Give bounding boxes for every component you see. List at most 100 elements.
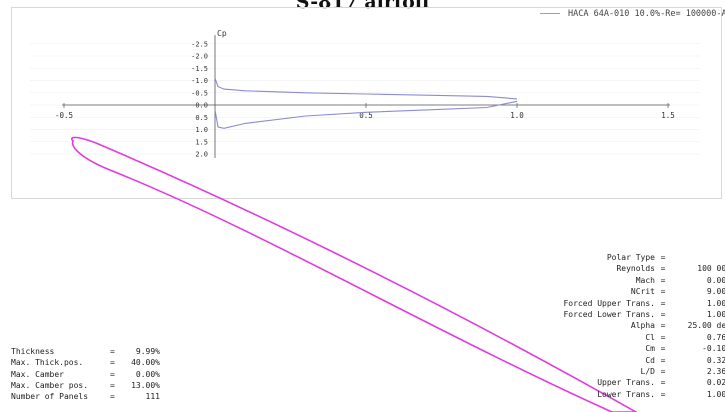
polar-param-row-value: 0.000 (706, 275, 725, 285)
airfoil-param-row: Thickness = 9.99% (11, 346, 160, 357)
airfoil-param-row-label: Number of Panels (11, 392, 89, 402)
polar-param-row-value: 0.324 (706, 355, 725, 365)
polar-param-row-label: L/D (640, 367, 655, 377)
polar-param-row-label: NCrit (630, 287, 655, 297)
airfoil-param-row-value: 111 (145, 392, 160, 402)
x-ticks: -0.5 0.5 1.0 1.5 (55, 103, 675, 120)
page-title: S-817 airfoil (295, 0, 430, 13)
polar-param-row: Reynolds = 100 000 (545, 263, 725, 274)
y-tick-label: -2.0 (191, 53, 208, 61)
y-tick-label: 1.0 (195, 126, 208, 134)
polar-param-row-label: Alpha (630, 321, 655, 331)
polar-param-row: Cd = 0.324 (545, 355, 725, 366)
airfoil-param-row-value: 13.00% (131, 380, 160, 390)
equals-sign: = (660, 355, 666, 365)
polar-param-row-value: 1 (671, 252, 725, 263)
airfoil-param-row-label: Thickness (11, 347, 55, 356)
polar-param-row: Mach = 0.000 (545, 275, 725, 286)
x-tick-label: -0.5 (55, 111, 73, 120)
equals-sign: = (660, 367, 666, 377)
polar-param-row: L/D = 2.362 (545, 366, 725, 377)
equals-sign: = (110, 392, 115, 402)
airfoil-param-row-label: Max. Thick.pos. (11, 358, 84, 368)
airfoil-param-row-value: 9.99% (135, 347, 160, 356)
equals-sign: = (660, 321, 666, 331)
polar-param-row-label: Forced Upper Trans. (563, 298, 655, 308)
polar-param-row-value: 9.000 (706, 287, 725, 297)
y-tick-label: 0.5 (195, 114, 208, 122)
polar-param-row-label: Cl (645, 332, 655, 342)
airfoil-shape (71, 136, 638, 412)
y-tick-label: -1.5 (191, 65, 208, 73)
equals-sign: = (110, 358, 115, 368)
x-tick-label: 1.0 (510, 111, 524, 120)
cp-plot-frame[interactable] (11, 7, 722, 199)
airfoil-param-row-value: 40.00% (131, 358, 160, 368)
equals-sign: = (660, 275, 666, 285)
airfoil-params: Thickness = 9.99% Max. Thick.pos. = 40.00% Max… (11, 346, 160, 402)
polar-param-row-label: Cm (645, 344, 655, 354)
cp-lower-series-line (214, 100, 518, 129)
legend-line-swatch (540, 13, 560, 14)
grid (30, 43, 700, 155)
equals-sign: = (660, 253, 666, 262)
polar-param-row: Polar Type = 1 (545, 252, 725, 263)
equals-sign: = (110, 369, 115, 379)
equals-sign: = (110, 380, 115, 390)
equals-sign: = (660, 287, 666, 297)
polar-param-row-value: 25.00 deg (687, 321, 725, 331)
polar-param-row-label: Polar Type (606, 253, 655, 262)
airfoil-param-row: Max. Camber = 0.00% (11, 369, 160, 380)
polar-param-row: Alpha = 25.00 deg (545, 320, 725, 331)
polar-param-row-label: Upper Trans. (597, 378, 655, 388)
polar-param-row: NCrit = 9.000 (545, 286, 725, 297)
equals-sign: = (660, 378, 666, 388)
equals-sign: = (660, 310, 666, 320)
polar-params: Polar Type=1Reynolds=100 000Mach=0.000NC… (545, 252, 725, 400)
equals-sign: = (660, 264, 666, 274)
polar-param-row-value: 2.362 (706, 367, 725, 377)
airfoil-param-row-value: 0.00% (135, 369, 160, 379)
y-ticks: -2.5 -2.0 -1.5 -1.0 -0.5 0.0 0.5 1.0 1.5 2.0 (191, 40, 208, 158)
airfoil-param-row: Max. Camber pos. = 13.00% (11, 380, 160, 391)
polar-param-row-value: 0.027 (706, 378, 725, 388)
equals-sign: = (660, 344, 666, 354)
equals-sign: = (660, 389, 666, 399)
x-tick-label: 1.5 (661, 111, 675, 120)
polar-param-row-value: -0.104 (702, 344, 725, 354)
polar-param-row-value: 1.000 (706, 310, 725, 320)
polar-param-row-value: 100 000 (697, 264, 725, 274)
polar-param-row-value: 0.764 (706, 332, 725, 342)
cp-series (214, 77, 518, 129)
polar-param-row: Forced Upper Trans. = 1.000 (545, 298, 725, 309)
y-tick-label: -2.5 (191, 40, 208, 48)
polar-param-row-label: Mach (635, 275, 655, 285)
equals-sign: = (660, 332, 666, 342)
airfoil-param-row-label: Max. Camber (11, 369, 64, 379)
airfoil-param-row: Max. Thick.pos. = 40.00% (11, 357, 160, 368)
polar-param-row: Forced Lower Trans. = 1.000 (545, 309, 725, 320)
equals-sign: = (660, 298, 666, 308)
airfoil-param-row: Number of Panels = 111 (11, 391, 160, 402)
y-tick-label: -1.0 (191, 77, 208, 85)
polar-param-row: Lower Trans. = 1.000 (545, 389, 725, 400)
polar-param-row: Upper Trans. = 0.027 (545, 377, 725, 388)
polar-param-row-value: 1.000 (706, 298, 725, 308)
polar-param-row-value: 1.000 (706, 389, 725, 399)
legend: HACA 64A-010 10.0%-Re= 100000-Alpha (540, 9, 725, 23)
cp-axis-label: Cp (217, 29, 227, 38)
equals-sign: = (110, 347, 115, 356)
polar-param-row-label: Reynolds (616, 264, 655, 274)
y-tick-label: 1.5 (195, 138, 208, 146)
polar-param-row: Cl = 0.764 (545, 332, 725, 343)
legend-label: HACA 64A-010 10.0%-Re= 100000-Alpha (568, 9, 725, 19)
x-tick-label: 0.5 (359, 111, 373, 120)
polar-param-row-label: Forced Lower Trans. (563, 310, 655, 320)
polar-param-row: Cm = -0.104 (545, 343, 725, 354)
y-tick-label: -0.5 (191, 89, 208, 97)
y-tick-label: 2.0 (195, 151, 208, 159)
polar-param-row-label: Cd (645, 355, 655, 365)
cp-upper-series-line (214, 77, 518, 100)
polar-param-row-label: Lower Trans. (597, 389, 655, 399)
